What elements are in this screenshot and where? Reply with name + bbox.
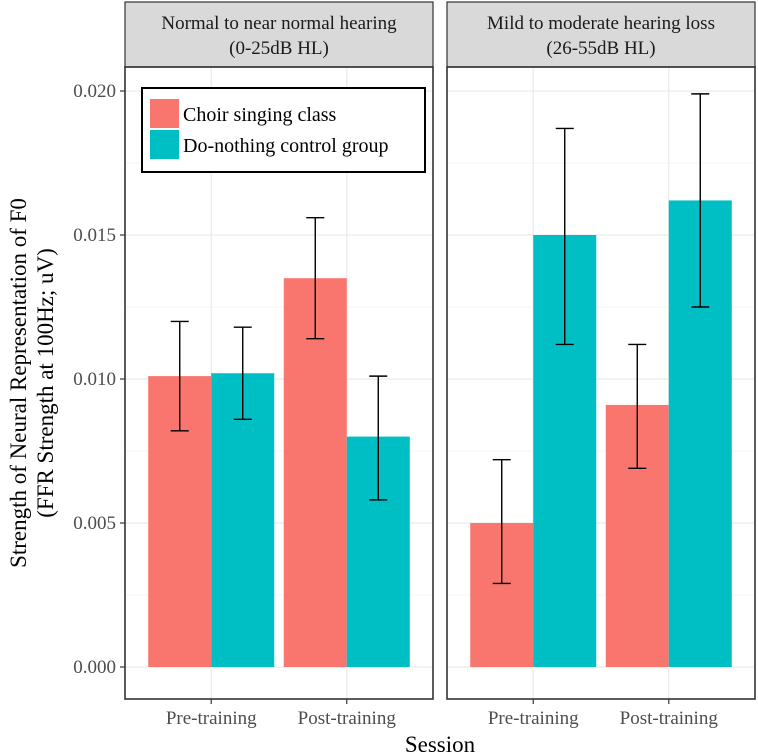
x-tick-label: Post-training xyxy=(620,708,719,729)
y-axis-title: Strength of Neural Representation of F0(… xyxy=(6,198,58,568)
legend: Choir singing class Do-nothing control gr… xyxy=(142,88,425,172)
y-tick-label: 0.015 xyxy=(73,225,116,246)
legend-key xyxy=(150,130,179,159)
y-tick-label: 0.010 xyxy=(73,369,116,390)
legend-label: Choir singing class xyxy=(183,104,337,126)
y-tick-label: 0.020 xyxy=(73,81,116,102)
x-axis-title: Session xyxy=(405,732,476,755)
y-tick-label: 0.005 xyxy=(73,513,116,534)
x-tick-label: Pre-training xyxy=(166,708,257,729)
y-axis-title-line: (FFR Strength at 100Hz; uV) xyxy=(33,248,58,518)
legend-box xyxy=(142,88,425,172)
y-tick-label: 0.000 xyxy=(73,657,116,678)
x-tick-label: Pre-training xyxy=(488,708,579,729)
facet-strip-subtitle: (26-55dB HL) xyxy=(546,38,655,59)
legend-label: Do-nothing control group xyxy=(183,135,389,157)
facet-strip-title: Mild to moderate hearing loss xyxy=(487,13,715,34)
x-tick-label: Post-training xyxy=(298,708,397,729)
legend-key xyxy=(150,99,179,128)
facet-strip-subtitle: (0-25dB HL) xyxy=(229,38,329,59)
y-axis-title-line: Strength of Neural Representation of F0 xyxy=(6,198,31,568)
facet-strip-title: Normal to near normal hearing xyxy=(161,13,397,34)
